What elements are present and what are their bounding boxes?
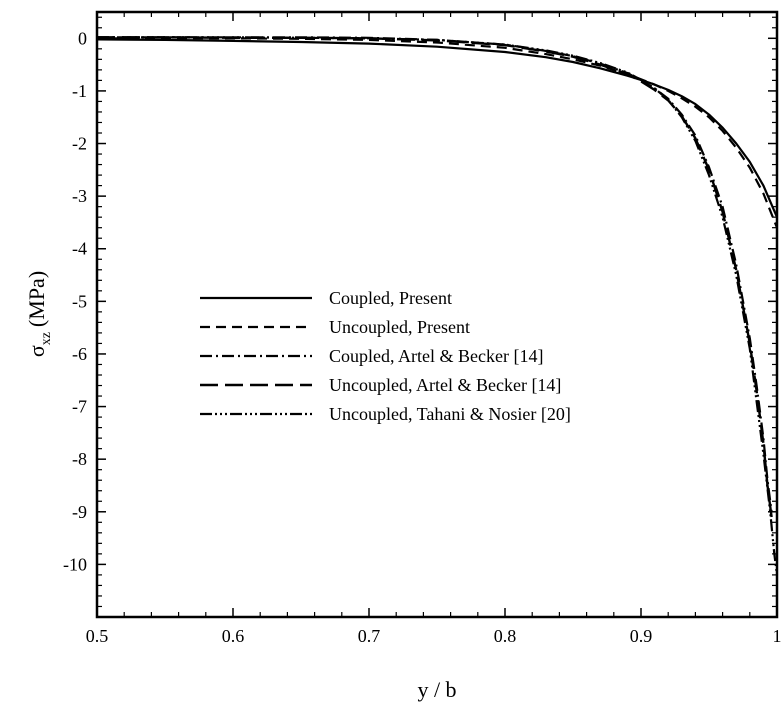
- x-tick-label: 1: [773, 626, 781, 646]
- y-axis-symbol: σ: [24, 345, 49, 357]
- y-axis-unit: (MPa): [24, 271, 49, 327]
- y-tick-label: 0: [78, 28, 87, 48]
- x-tick-label: 0.6: [222, 626, 245, 646]
- y-tick-label: -6: [72, 344, 87, 364]
- y-tick-label: -7: [72, 397, 87, 417]
- x-tick-label: 0.5: [86, 626, 109, 646]
- series-line-5: [97, 36, 779, 576]
- y-tick-label: -9: [72, 502, 87, 522]
- legend-label-4: Uncoupled, Artel & Becker [14]: [329, 375, 561, 395]
- y-axis-title: σxz (MPa): [24, 271, 54, 357]
- y-tick-label: -10: [63, 554, 87, 574]
- y-tick-label: -1: [72, 81, 87, 101]
- legend: Coupled, Present Uncoupled, Present Couple…: [200, 288, 571, 424]
- x-tick-label: 0.7: [358, 626, 381, 646]
- y-tick-label: -4: [72, 239, 87, 259]
- x-tick-label: 0.9: [630, 626, 653, 646]
- y-tick-label: -8: [72, 449, 87, 469]
- legend-label-1: Coupled, Present: [329, 288, 452, 308]
- y-tick-label: -2: [72, 134, 87, 154]
- legend-label-2: Uncoupled, Present: [329, 317, 470, 337]
- x-axis-title: y / b: [417, 677, 456, 702]
- plot-frame: [95, 10, 779, 619]
- y-tick-label: -5: [72, 291, 87, 311]
- series-line-4: [97, 36, 773, 518]
- series-line-2: [97, 37, 779, 229]
- legend-label-5: Uncoupled, Tahani & Nosier [20]: [329, 404, 571, 424]
- series-line-3: [97, 36, 773, 512]
- axis-ticks: 0.5 0.6 0.7 0.8 0.9 1 0 -1 -2 -3 -4 -5 -6 -7 -8 -9 -10: [63, 12, 781, 646]
- x-tick-label: 0.8: [494, 626, 517, 646]
- y-tick-label: -3: [72, 186, 87, 206]
- legend-label-3: Coupled, Artel & Becker [14]: [329, 346, 543, 366]
- series-line-1: [96, 38, 779, 218]
- y-axis-subscript: xz: [39, 332, 54, 345]
- series-layer: [96, 36, 779, 576]
